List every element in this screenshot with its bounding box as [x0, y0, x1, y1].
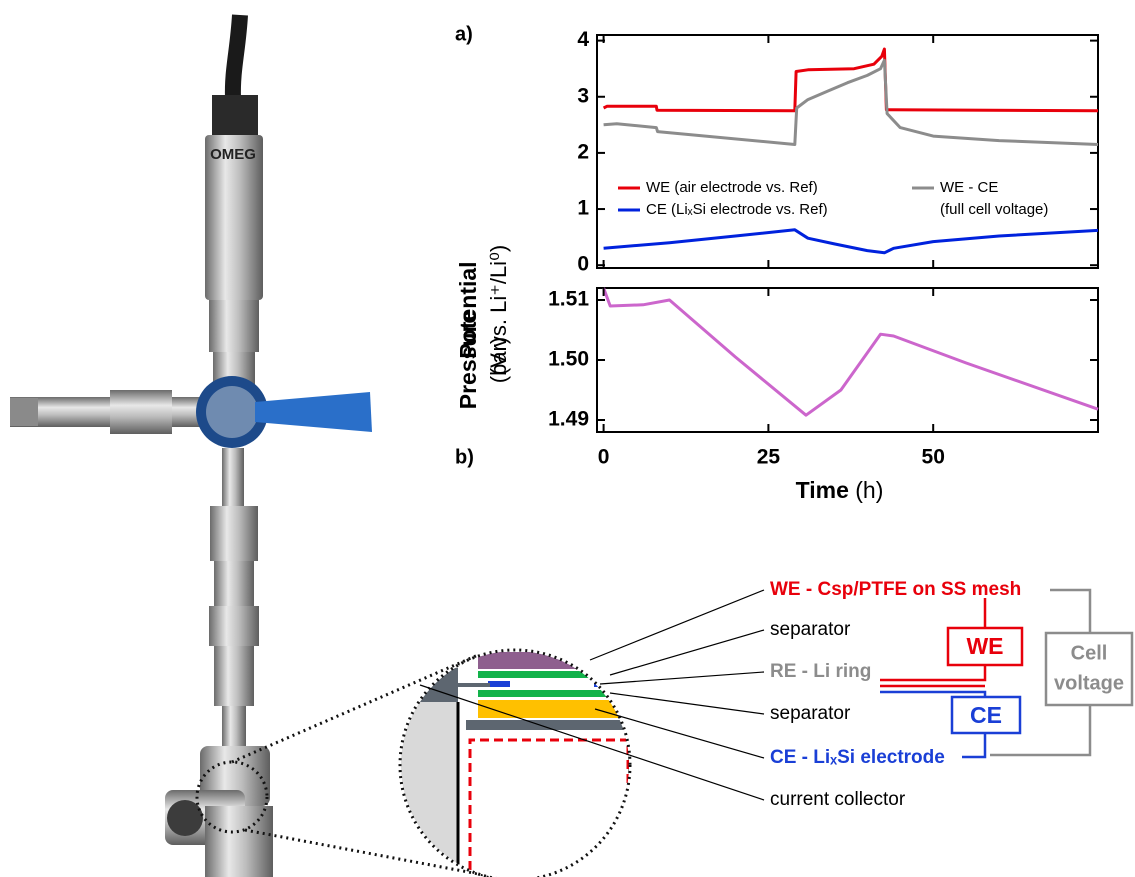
series-line	[603, 228, 1099, 255]
y-tick-label: 2	[577, 140, 589, 163]
photo-label: OMEG	[210, 146, 256, 163]
legend-label: (full cell voltage)	[940, 201, 1048, 218]
x-tick-label: 0	[598, 446, 610, 469]
series-line	[602, 47, 1099, 113]
cell-diagram: WE - Csp/PTFE on SS mesh separator RE - …	[398, 579, 1021, 877]
diagram-label: current collector	[770, 789, 906, 810]
y-axis-label: (bar)	[486, 337, 511, 383]
panel-label: b)	[455, 446, 474, 468]
plot-frame	[596, 287, 1099, 433]
circuit-label: CE	[970, 702, 1002, 728]
circuit-label: Cell	[1071, 642, 1108, 664]
y-axis-label: Pressure	[455, 311, 481, 409]
y-tick-label: 3	[577, 84, 589, 107]
y-tick-label: 1.49	[548, 408, 589, 431]
photo: OMEG	[10, 14, 501, 877]
circuit-label: voltage	[1054, 672, 1124, 694]
x-axis-label-unit: (h)	[855, 477, 883, 503]
x-axis-label: Time (h)	[796, 477, 884, 503]
y-axis-label: (V vs. Li⁺/Li⁰)	[486, 245, 511, 375]
legend-label: CE (LiₓSi electrode vs. Ref)	[646, 201, 828, 218]
x-axis-label-main: Time	[796, 477, 849, 503]
circuit-label: WE	[966, 633, 1003, 659]
diagram-label: separator	[770, 619, 851, 640]
y-tick-label: 1.51	[548, 288, 589, 311]
legend-label: WE - CE	[940, 179, 998, 196]
x-tick-label: 25	[757, 446, 781, 469]
diagram-label: RE - Li ring	[770, 661, 871, 682]
y-tick-label: 4	[577, 28, 589, 51]
legend-label: WE (air electrode vs. Ref)	[646, 179, 818, 196]
diagram-label: separator	[770, 703, 851, 724]
series-line	[602, 287, 1099, 417]
diagram-label: WE - Csp/PTFE on SS mesh	[770, 579, 1021, 600]
series-line	[603, 58, 1099, 146]
y-tick-label: 1	[577, 197, 589, 220]
panel-label: a)	[455, 23, 473, 45]
circuit: WE CE Cell voltage	[880, 588, 1134, 759]
diagram-label: CE - LiₓSi electrode	[770, 747, 945, 768]
y-axis-label: Potential	[455, 261, 481, 358]
x-tick-label: 50	[922, 446, 945, 469]
plot-frame	[596, 34, 1099, 269]
y-tick-label: 0	[577, 253, 589, 276]
y-tick-label: 1.50	[548, 348, 589, 371]
